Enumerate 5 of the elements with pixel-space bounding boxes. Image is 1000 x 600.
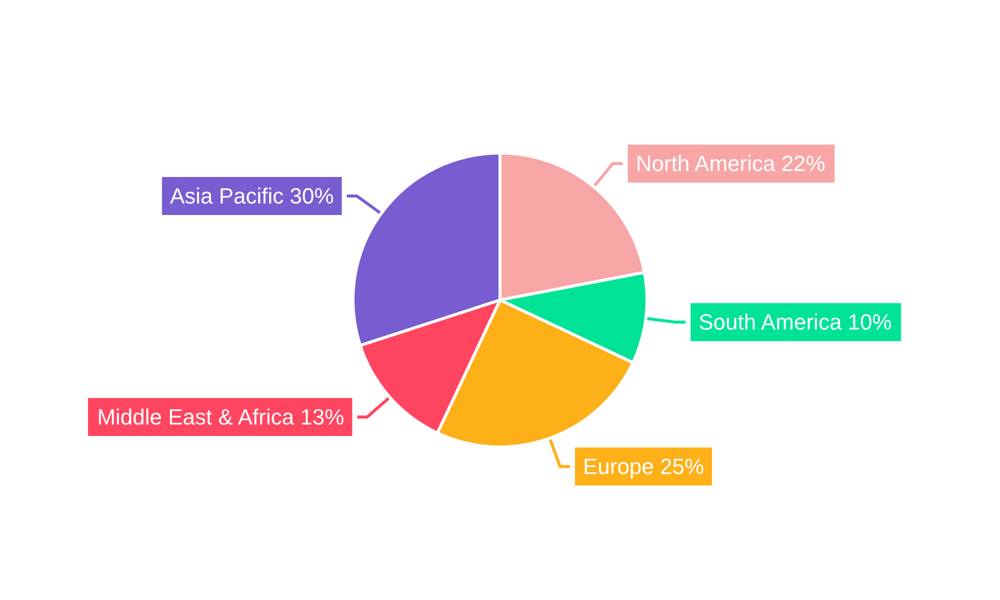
slice-label: South America 10% [698, 310, 892, 335]
slice-label: North America 22% [636, 151, 826, 176]
slice-label: Middle East & Africa 13% [97, 404, 344, 430]
slice-label: Europe 25% [582, 454, 704, 480]
slice-label: Asia Pacific 30% [170, 183, 334, 208]
